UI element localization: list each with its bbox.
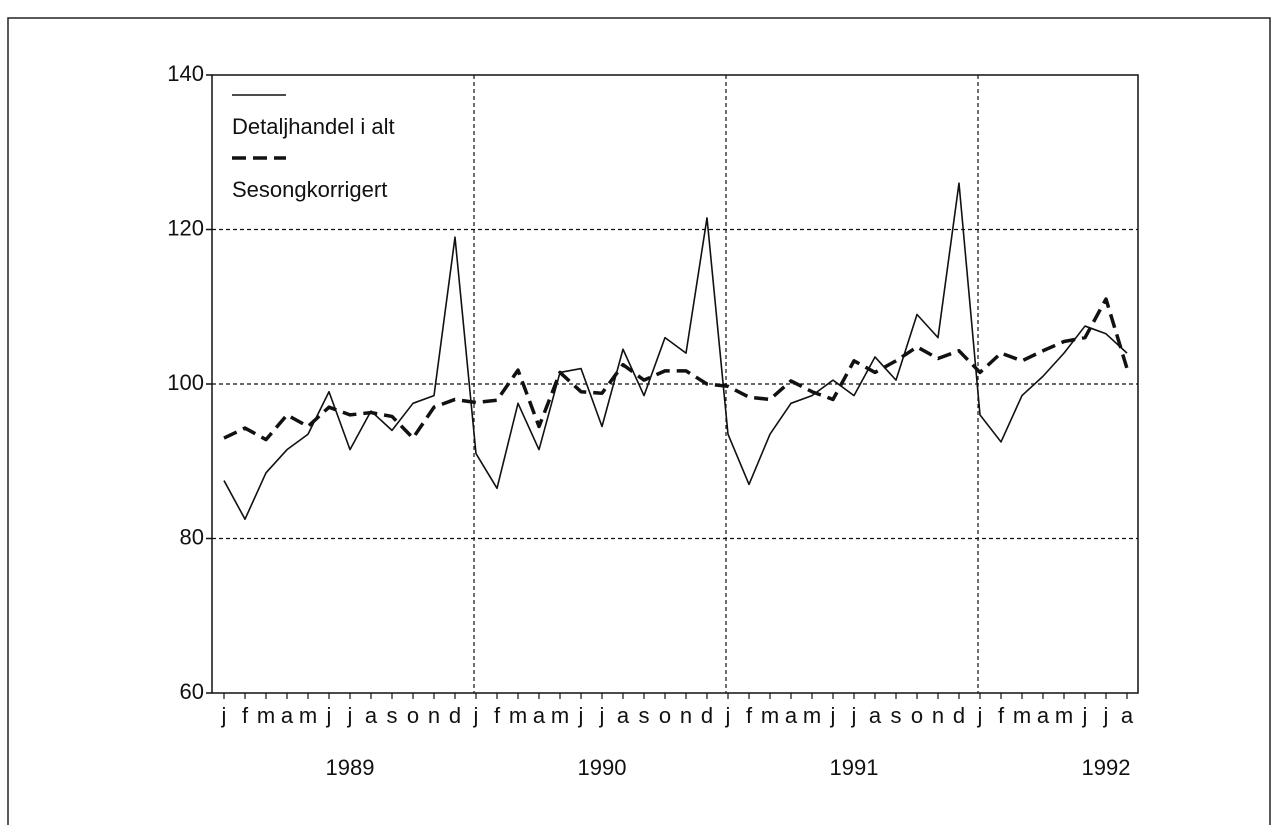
y-tick-label: 140 bbox=[167, 61, 204, 86]
x-tick-label: a bbox=[281, 703, 294, 728]
x-tick-label: m bbox=[1013, 703, 1031, 728]
x-tick-label: m bbox=[299, 703, 317, 728]
x-tick-label: d bbox=[449, 703, 461, 728]
x-tick-label: j bbox=[578, 703, 584, 728]
x-tick-label: f bbox=[242, 703, 249, 728]
x-tick-label: j bbox=[830, 703, 836, 728]
x-tick-label: f bbox=[494, 703, 501, 728]
x-tick-label: j bbox=[221, 703, 227, 728]
x-tick-label: s bbox=[639, 703, 650, 728]
x-tick-label: n bbox=[680, 703, 692, 728]
x-tick-label: f bbox=[746, 703, 753, 728]
x-tick-label: d bbox=[701, 703, 713, 728]
legend-label: Sesongkorrigert bbox=[232, 177, 387, 202]
x-tick-label: j bbox=[326, 703, 332, 728]
x-tick-label: a bbox=[1121, 703, 1134, 728]
x-tick-label: a bbox=[785, 703, 798, 728]
x-tick-label: n bbox=[932, 703, 944, 728]
x-tick-label: m bbox=[761, 703, 779, 728]
x-tick-label: j bbox=[1103, 703, 1109, 728]
x-tick-label: o bbox=[911, 703, 923, 728]
x-tick-label: j bbox=[347, 703, 353, 728]
year-label: 1991 bbox=[830, 755, 879, 780]
y-tick-label: 60 bbox=[180, 679, 204, 704]
x-tick-label: s bbox=[891, 703, 902, 728]
x-tick-label: a bbox=[365, 703, 378, 728]
x-tick-label: s bbox=[387, 703, 398, 728]
year-label: 1989 bbox=[326, 755, 375, 780]
x-tick-label: o bbox=[659, 703, 671, 728]
x-tick-label: m bbox=[257, 703, 275, 728]
x-tick-label: n bbox=[428, 703, 440, 728]
x-tick-label: j bbox=[725, 703, 731, 728]
year-label: 1990 bbox=[578, 755, 627, 780]
x-tick-label: j bbox=[599, 703, 605, 728]
year-label: 1992 bbox=[1082, 755, 1131, 780]
x-tick-label: j bbox=[473, 703, 479, 728]
x-tick-label: m bbox=[803, 703, 821, 728]
x-tick-label: o bbox=[407, 703, 419, 728]
x-tick-label: a bbox=[533, 703, 546, 728]
x-tick-label: j bbox=[851, 703, 857, 728]
frame bbox=[7, 17, 1271, 825]
y-tick-label: 120 bbox=[167, 215, 204, 240]
x-tick-label: m bbox=[551, 703, 569, 728]
x-tick-label: j bbox=[1082, 703, 1088, 728]
series-line bbox=[223, 297, 1129, 442]
x-tick-label: m bbox=[1055, 703, 1073, 728]
series-line bbox=[223, 182, 1128, 520]
legend-label: Detaljhandel i alt bbox=[232, 114, 395, 139]
y-tick-label: 100 bbox=[167, 370, 204, 395]
x-tick-label: a bbox=[617, 703, 630, 728]
x-tick-label: a bbox=[1037, 703, 1050, 728]
x-tick-label: a bbox=[869, 703, 882, 728]
x-tick-label: j bbox=[977, 703, 983, 728]
x-tick-label: f bbox=[998, 703, 1005, 728]
y-tick-label: 80 bbox=[180, 524, 204, 549]
x-tick-label: m bbox=[509, 703, 527, 728]
x-tick-label: d bbox=[953, 703, 965, 728]
